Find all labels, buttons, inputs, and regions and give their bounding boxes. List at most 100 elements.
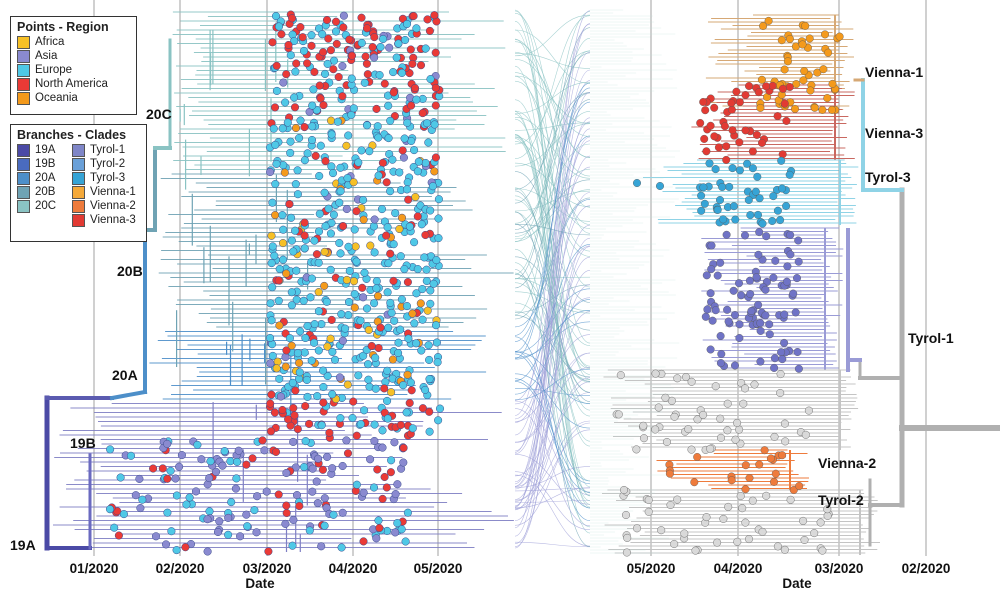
- legend-label: Vienna-1: [90, 186, 136, 198]
- tip-point: [422, 119, 432, 128]
- legend-swatch: [17, 143, 30, 157]
- tip-point: [305, 419, 314, 428]
- tip-point: [403, 370, 412, 379]
- tip-point: [332, 39, 341, 48]
- tip-point: [789, 486, 798, 495]
- tip-point: [735, 279, 744, 288]
- tip-point: [423, 15, 432, 24]
- connector-line: [514, 80, 591, 507]
- left-axis: 01/2020 02/2020 03/2020 04/2020 05/2020 …: [70, 561, 463, 591]
- tip-point: [163, 508, 172, 517]
- connector-line: [514, 135, 591, 342]
- tip-point: [745, 535, 754, 544]
- tip-point: [801, 430, 810, 439]
- tip-point: [293, 349, 302, 358]
- tip-point: [399, 381, 408, 390]
- tip-point: [308, 487, 317, 496]
- tip-point: [778, 84, 787, 93]
- tip-point: [293, 190, 302, 199]
- tip-point: [290, 36, 299, 46]
- tip-point: [274, 276, 283, 285]
- tip-point: [347, 51, 357, 60]
- tip-point: [410, 319, 419, 328]
- tip-point: [389, 68, 398, 77]
- connector-line: [514, 541, 591, 548]
- tip-point: [711, 306, 720, 315]
- tip-point: [291, 67, 300, 76]
- tip-point: [776, 370, 785, 379]
- connector-line: [514, 53, 591, 69]
- tip-point: [349, 397, 358, 406]
- connector-line: [514, 80, 591, 225]
- tip-point: [431, 83, 440, 92]
- tip-point: [737, 291, 746, 300]
- tip-point: [231, 484, 240, 493]
- tip-point: [345, 266, 354, 275]
- tip-point: [777, 36, 786, 45]
- connector-line: [514, 352, 591, 443]
- tip-point: [284, 40, 293, 50]
- tip-point: [286, 51, 295, 60]
- tip-point: [224, 513, 233, 522]
- tip-point: [388, 355, 397, 364]
- tip-point: [801, 21, 810, 30]
- tip-point: [383, 223, 392, 232]
- tip-point: [397, 525, 406, 534]
- tip-point: [421, 230, 430, 240]
- tip-point: [270, 251, 279, 260]
- tip-point: [823, 505, 832, 514]
- tip-point: [727, 476, 736, 485]
- tip-point: [701, 312, 710, 321]
- tip-point: [777, 156, 786, 165]
- legend-swatch: [72, 143, 85, 157]
- tip-point: [289, 403, 298, 413]
- tip-point: [206, 457, 215, 466]
- connector-line: [514, 162, 591, 208]
- tip-point: [218, 461, 227, 470]
- tip-point: [373, 122, 382, 131]
- tip-point: [300, 462, 309, 472]
- tip-point: [810, 103, 819, 112]
- tip-point: [301, 402, 310, 411]
- tip-point: [710, 132, 719, 141]
- tip-point: [778, 150, 787, 159]
- tip-point: [286, 148, 295, 157]
- tip-point: [751, 187, 760, 196]
- tip-point: [282, 468, 291, 478]
- tip-point: [412, 95, 421, 104]
- tip-point: [114, 531, 123, 540]
- tip-point: [403, 178, 412, 187]
- tip-point: [260, 446, 269, 455]
- right-tree-backbone: [846, 78, 1000, 547]
- connector-line: [514, 392, 591, 487]
- tip-point: [733, 537, 742, 546]
- legend-label: 19A: [35, 144, 56, 156]
- tip-point: [166, 466, 175, 475]
- connector-line: [514, 269, 591, 547]
- tip-point: [278, 405, 287, 415]
- tip-point: [397, 68, 406, 77]
- tip-point: [343, 380, 352, 389]
- tip-point: [432, 256, 441, 265]
- tip-point: [307, 274, 316, 283]
- connector-line: [514, 75, 591, 124]
- tip-point: [267, 259, 276, 268]
- tip-point: [735, 166, 744, 175]
- tip-point: [397, 213, 407, 222]
- tip-point: [291, 123, 301, 133]
- tip-point: [272, 86, 281, 95]
- tip-point: [357, 13, 366, 22]
- connector-line: [514, 224, 591, 236]
- tip-point: [422, 276, 431, 286]
- tip-point: [665, 469, 674, 478]
- tip-point: [789, 289, 798, 298]
- tip-point: [307, 41, 316, 50]
- tip-point: [276, 392, 285, 401]
- tip-point: [418, 109, 427, 118]
- tip-point: [372, 534, 381, 543]
- tip-point: [317, 542, 326, 551]
- tip-point: [722, 230, 731, 239]
- tip-point: [400, 134, 409, 143]
- tip-point: [350, 225, 359, 234]
